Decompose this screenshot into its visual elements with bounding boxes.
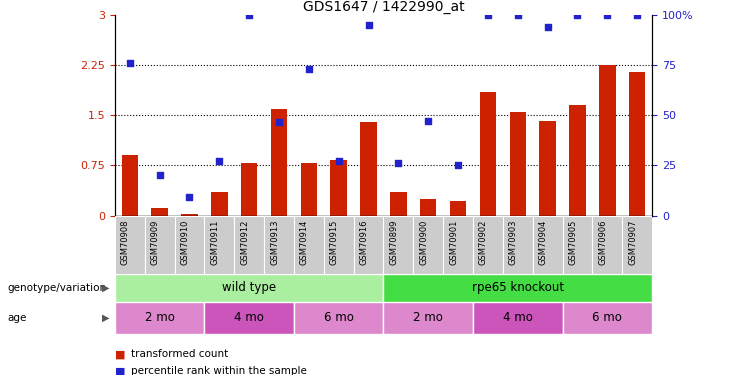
Text: GSM70910: GSM70910 <box>181 220 190 265</box>
Point <box>153 172 165 178</box>
Bar <box>175 216 205 274</box>
Bar <box>413 216 443 274</box>
Bar <box>353 216 384 274</box>
Bar <box>503 216 533 274</box>
Bar <box>533 216 562 274</box>
Point <box>124 60 136 66</box>
Point <box>452 162 464 168</box>
Text: 6 mo: 6 mo <box>324 311 353 324</box>
Point <box>571 12 583 18</box>
Bar <box>330 160 347 216</box>
Bar <box>629 72 645 216</box>
Bar <box>211 192 227 216</box>
Bar <box>301 164 317 216</box>
Bar <box>510 112 526 216</box>
Bar <box>592 216 622 274</box>
Bar <box>384 216 413 274</box>
Text: GSM70911: GSM70911 <box>210 220 219 265</box>
Bar <box>622 216 652 274</box>
Text: GSM70909: GSM70909 <box>150 220 159 265</box>
Text: transformed count: transformed count <box>131 350 228 359</box>
Bar <box>151 208 167 216</box>
Bar <box>420 199 436 216</box>
Text: GSM70902: GSM70902 <box>479 220 488 265</box>
Bar <box>324 216 353 274</box>
Point <box>512 12 524 18</box>
Bar <box>115 216 144 274</box>
Text: 6 mo: 6 mo <box>592 311 622 324</box>
Text: rpe65 knockout: rpe65 knockout <box>472 281 564 294</box>
Text: ■: ■ <box>115 350 125 359</box>
Bar <box>115 274 384 302</box>
Title: GDS1647 / 1422990_at: GDS1647 / 1422990_at <box>302 0 465 14</box>
Bar <box>599 65 616 216</box>
Bar <box>205 216 234 274</box>
Bar <box>473 216 503 274</box>
Bar <box>205 302 294 334</box>
Bar <box>270 109 288 216</box>
Bar <box>391 192 407 216</box>
Bar <box>360 122 376 216</box>
Bar <box>473 302 562 334</box>
Point <box>602 12 614 18</box>
Text: genotype/variation: genotype/variation <box>7 283 107 293</box>
Bar <box>562 216 592 274</box>
Text: GSM70900: GSM70900 <box>419 220 428 265</box>
Text: 4 mo: 4 mo <box>503 311 533 324</box>
Text: percentile rank within the sample: percentile rank within the sample <box>131 366 307 375</box>
Text: ▶: ▶ <box>102 313 110 323</box>
Point <box>243 12 255 18</box>
Text: GSM70908: GSM70908 <box>121 220 130 265</box>
Bar <box>443 216 473 274</box>
Text: GSM70914: GSM70914 <box>300 220 309 265</box>
Bar <box>294 216 324 274</box>
Point <box>273 119 285 125</box>
Text: GSM70906: GSM70906 <box>598 220 608 265</box>
Bar <box>384 302 473 334</box>
Text: 2 mo: 2 mo <box>413 311 443 324</box>
Bar <box>122 155 138 216</box>
Text: ▶: ▶ <box>102 283 110 293</box>
Text: GSM70901: GSM70901 <box>449 220 458 265</box>
Text: GSM70907: GSM70907 <box>628 220 637 265</box>
Bar <box>562 302 652 334</box>
Text: wild type: wild type <box>222 281 276 294</box>
Text: GSM70913: GSM70913 <box>270 220 279 265</box>
Point <box>631 12 643 18</box>
Point <box>393 160 405 166</box>
Bar <box>479 92 496 216</box>
Bar <box>234 216 264 274</box>
Text: 4 mo: 4 mo <box>234 311 264 324</box>
Text: GSM70899: GSM70899 <box>389 220 399 265</box>
Text: GSM70903: GSM70903 <box>509 220 518 265</box>
Point <box>482 12 494 18</box>
Point <box>333 158 345 164</box>
Bar <box>241 164 257 216</box>
Bar <box>569 105 585 216</box>
Text: GSM70916: GSM70916 <box>359 220 368 265</box>
Text: GSM70915: GSM70915 <box>330 220 339 265</box>
Point <box>184 194 196 200</box>
Bar <box>115 302 205 334</box>
Text: GSM70904: GSM70904 <box>539 220 548 265</box>
Point <box>542 24 554 30</box>
Bar <box>264 216 294 274</box>
Point <box>303 66 315 72</box>
Text: ■: ■ <box>115 366 125 375</box>
Bar <box>294 302 384 334</box>
Bar <box>182 214 198 216</box>
Point <box>422 118 434 124</box>
Text: GSM70905: GSM70905 <box>568 220 577 265</box>
Text: GSM70912: GSM70912 <box>240 220 249 265</box>
Text: age: age <box>7 313 27 323</box>
Bar <box>384 274 652 302</box>
Point <box>213 158 225 164</box>
Bar <box>539 121 556 216</box>
Bar <box>450 201 466 216</box>
Point <box>362 22 374 28</box>
Text: 2 mo: 2 mo <box>144 311 175 324</box>
Bar <box>144 216 175 274</box>
